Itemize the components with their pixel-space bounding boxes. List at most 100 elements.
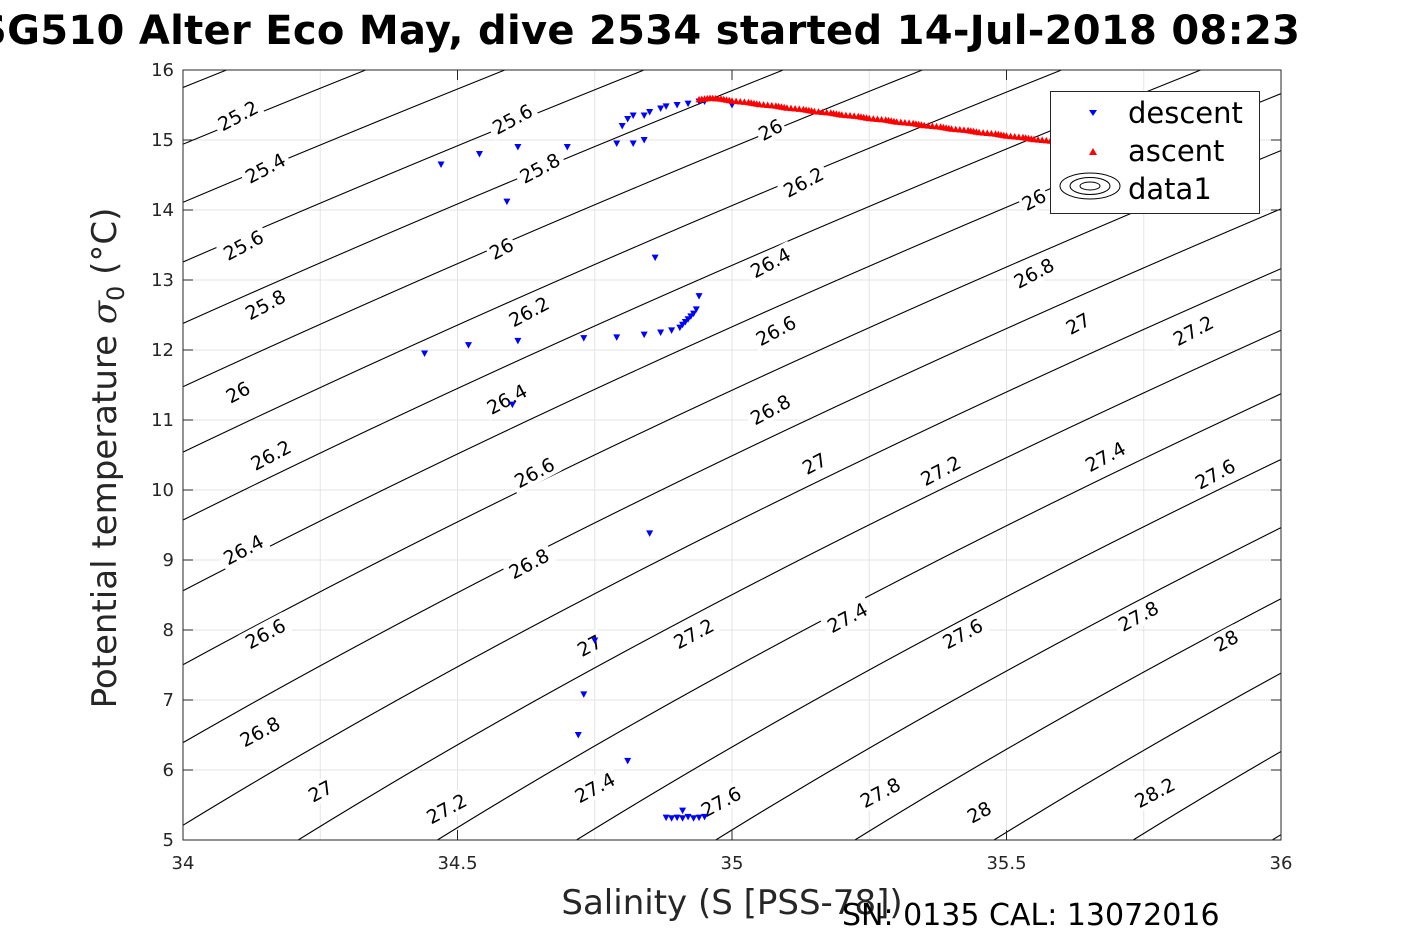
- descent-point: [673, 814, 681, 822]
- serial-calibration-note: SN: 0135 CAL: 13072016: [842, 898, 1220, 933]
- contour-label-bg: [748, 308, 804, 352]
- y-tick-label: 10: [151, 480, 174, 501]
- contour-label-bg: [1127, 770, 1182, 814]
- descent-point: [701, 813, 709, 821]
- isopycnal-line: [183, 70, 506, 203]
- ascent-marker-icon: [1089, 148, 1097, 155]
- contour-label-bg: [935, 612, 990, 655]
- contour-label-bg: [567, 766, 623, 809]
- isopycnal-line: [437, 393, 1281, 840]
- descent-point: [695, 814, 703, 822]
- descent-point: [475, 151, 483, 158]
- contour-label-bg: [238, 146, 293, 190]
- descent-point: [574, 732, 582, 739]
- isopycnal-line: [0, 70, 87, 840]
- legend-item-descent: descent: [1051, 96, 1259, 132]
- contour-label-bg: [1006, 251, 1062, 295]
- legend: descent ascent data1: [1050, 91, 1260, 214]
- y-tick-label: 15: [151, 130, 174, 151]
- descent-point: [690, 310, 698, 318]
- descent-point: [563, 144, 571, 151]
- contour-label-bg: [1111, 594, 1166, 638]
- contour-label-bg: [913, 448, 968, 492]
- y-tick-label: 11: [151, 410, 174, 431]
- contour-label-bg: [479, 377, 535, 421]
- descent-point: [684, 100, 692, 108]
- contour-label-bg: [776, 160, 831, 204]
- contour-label-bg: [752, 113, 788, 146]
- descent-point: [580, 691, 588, 698]
- contour-label-bg: [961, 795, 997, 829]
- y-tick-label: 6: [163, 760, 174, 781]
- contour-label-bg: [216, 223, 271, 267]
- y-tick-label: 9: [163, 550, 174, 571]
- isopycnal-line: [297, 329, 1281, 840]
- descent-point: [421, 350, 429, 357]
- descent-point: [657, 105, 665, 112]
- contour-marker-icon: [1059, 172, 1121, 200]
- descent-point: [684, 813, 692, 821]
- contour-label-bg: [666, 612, 721, 655]
- descent-point: [668, 327, 676, 334]
- x-tick-label: 36: [1270, 853, 1293, 874]
- x-tick-labels: 34 34.5 35 35.5 36: [172, 853, 1293, 874]
- isopycnal-line: [183, 70, 1062, 453]
- contour-label-bg: [1078, 434, 1133, 478]
- contour-label-bg: [483, 232, 519, 265]
- descent-point: [662, 103, 670, 110]
- descent-marker-icon: [1089, 110, 1097, 116]
- axis-ticks: [182, 69, 1282, 841]
- y-tick-label: 14: [151, 200, 174, 221]
- contour-label-bg: [302, 774, 338, 808]
- descent-point: [657, 329, 665, 336]
- descent-point: [514, 144, 522, 151]
- descent-point: [679, 807, 687, 815]
- descent-point: [629, 140, 637, 147]
- isopycnal-line: [183, 70, 645, 263]
- x-tick-label: 35.5: [986, 853, 1026, 874]
- contour-label-bg: [210, 94, 266, 137]
- contour-label-bg: [1016, 183, 1052, 216]
- contour-label-bg: [485, 97, 540, 141]
- x-tick-label: 34: [172, 853, 195, 874]
- isopycnal-line: [183, 70, 1201, 521]
- contour-label-bg: [571, 629, 607, 662]
- y-tick-label: 12: [151, 340, 174, 361]
- descent-point: [514, 337, 522, 345]
- descent-point: [580, 335, 588, 342]
- descent-point: [640, 331, 648, 339]
- descent-point: [690, 815, 698, 822]
- contour-label-bg: [820, 595, 875, 639]
- descent-point: [679, 815, 687, 822]
- descent-point: [503, 198, 511, 206]
- contour-label-bg: [1187, 452, 1243, 496]
- descent-point: [437, 161, 445, 168]
- contour-label-bg: [238, 283, 293, 326]
- descent-point: [640, 137, 648, 144]
- isopycnal-line: [183, 70, 784, 324]
- descent-point: [640, 112, 648, 119]
- descent-point: [692, 306, 700, 313]
- y-axis-label: Potential temperature σ0 (°C): [85, 208, 130, 709]
- y-axis-label-symbol: σ: [85, 300, 125, 324]
- isopycnal-line: [183, 268, 1281, 826]
- y-tick-label: 16: [151, 60, 174, 81]
- isopycnal-line: [183, 70, 923, 388]
- descent-point: [662, 814, 670, 822]
- isopycnal-line: [183, 208, 1281, 744]
- contour-label-bg: [216, 528, 271, 571]
- contour-label-bg: [232, 710, 288, 753]
- isopycnal-line: [576, 458, 1281, 840]
- legend-label-data1: data1: [1128, 172, 1212, 206]
- y-axis-label-subscript: 0: [102, 286, 130, 301]
- descent-point: [624, 116, 632, 123]
- legend-label-ascent: ascent: [1128, 134, 1225, 168]
- contour-label-bg: [238, 612, 293, 655]
- contour-label-bg: [796, 447, 832, 480]
- y-tick-labels: 5 6 7 8 9 10 11 12 13 14 15 16: [151, 60, 174, 851]
- contour-label-bg: [1208, 624, 1244, 657]
- descent-point: [613, 334, 621, 341]
- contour-label-bg: [220, 375, 256, 409]
- descent-point: [464, 342, 472, 349]
- y-tick-label: 7: [163, 690, 174, 711]
